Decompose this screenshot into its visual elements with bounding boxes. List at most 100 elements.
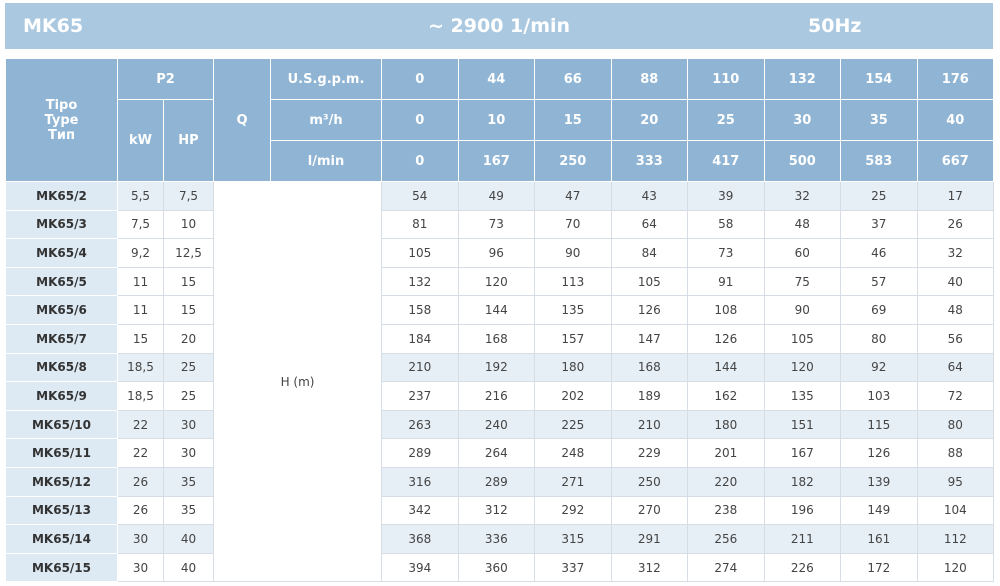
head-value: 274 [687,552,765,583]
pump-type: MK65/5 [5,266,118,297]
data-row: MK65/10 22 30 263 240 225 210 180 151 115 80 [5,409,995,440]
pump-type: MK65/8 [5,352,118,383]
power-hp: 15 [162,266,215,297]
head-value: 226 [763,552,842,583]
head-value: 360 [457,552,536,583]
flow-value: 0 [381,58,459,100]
head-value: 211 [763,524,842,554]
head-value: 180 [687,409,765,440]
head-value: 237 [381,381,459,411]
power-kw: 30 [117,524,164,554]
power-hp: 7,5 [162,181,215,211]
head-value: 256 [687,524,765,554]
flow-value: 20 [610,99,689,141]
head-value: 337 [534,552,612,583]
power-hp: 20 [162,323,215,354]
frequency: 50Hz [808,15,862,37]
head-value: 47 [534,181,612,211]
head-value: 225 [534,409,612,440]
power-hp: 30 [162,409,215,440]
head-value: 57 [840,266,918,297]
head-value: 270 [610,495,689,526]
head-value: 263 [381,409,459,440]
head-value: 64 [610,209,689,240]
model: MK65 [23,15,84,37]
head-value: 126 [610,295,689,325]
power-kw: 18,5 [117,381,164,411]
flow-value: 35 [840,99,918,141]
data-row: MK65/11 22 30 289 264 248 229 201 167 126 88 [5,438,995,468]
power-kw: 22 [117,409,164,440]
head-value: 54 [381,181,459,211]
head-value: 72 [916,381,995,411]
power-kw: 15 [117,323,164,354]
power-kw: 30 [117,552,164,583]
head-value: 43 [610,181,689,211]
head-value: 238 [687,495,765,526]
flow-value: 88 [610,58,689,100]
data-row: MK65/6 11 15 158 144 135 126 108 90 69 48 [5,295,995,325]
head-value: 202 [534,381,612,411]
head-value: 84 [610,238,689,268]
data-row: MK65/2 5,5 7,5 H (m) 54 49 47 43 39 32 25 17 [5,180,995,583]
performance-table: Tipo Type Тип P2 Q U.S.g.p.m. 0 44 66 88 110 132 154… [5,58,995,583]
head-value: 316 [381,466,459,497]
head-value: 26 [916,209,995,240]
flow-value: 40 [916,99,995,141]
head-value: 342 [381,495,459,526]
table-header: Tipo Type Тип P2 Q U.S.g.p.m. 0 44 66 88 110 132 154… [5,58,995,182]
head-value: 96 [457,238,536,268]
head-value: 39 [687,181,765,211]
power-hp: 30 [162,438,215,468]
head-value: 90 [534,238,612,268]
head-value: 75 [763,266,842,297]
power-hp: 25 [162,352,215,383]
head-value: 271 [534,466,612,497]
head-value: 315 [534,524,612,554]
flow-unit: l/min [270,140,383,182]
head-value: 105 [763,323,842,354]
flow-value: 250 [534,140,612,182]
head-value: 168 [457,323,536,354]
head-value: 167 [763,438,842,468]
head-value: 220 [687,466,765,497]
head-value: 80 [840,323,918,354]
power-kw: 9,2 [117,238,164,268]
power-hp: 10 [162,209,215,240]
flow-value: 500 [763,140,842,182]
flow-value: 583 [840,140,918,182]
kw-header: kW [117,99,164,182]
data-row: MK65/9 18,5 25 237 216 202 189 162 135 103 72 [5,381,995,411]
head-value: 291 [610,524,689,554]
head-value: 49 [457,181,536,211]
flow-value: 10 [457,99,536,141]
pump-type: MK65/6 [5,295,118,325]
head-value: 229 [610,438,689,468]
head-value: 196 [763,495,842,526]
power-hp: 25 [162,381,215,411]
head-value: 394 [381,552,459,583]
head-value: 151 [763,409,842,440]
flow-value: 154 [840,58,918,100]
head-value: 88 [916,438,995,468]
power-kw: 26 [117,466,164,497]
head-value: 120 [763,352,842,383]
pump-type: MK65/11 [5,438,118,468]
head-value: 64 [916,352,995,383]
head-value: 48 [916,295,995,325]
data-row: MK65/8 18,5 25 210 192 180 168 144 120 92 64 [5,352,995,383]
head-value: 312 [457,495,536,526]
table-body: MK65/2 5,5 7,5 H (m) 54 49 47 43 39 32 25 17 MK65/3 7… [5,180,995,583]
flow-value: 417 [687,140,765,182]
head-value: 40 [916,266,995,297]
power-hp: 35 [162,495,215,526]
head-value: 91 [687,266,765,297]
data-row: MK65/13 26 35 342 312 292 270 238 196 149 104 [5,495,995,526]
head-value: 58 [687,209,765,240]
flow-unit: U.S.g.p.m. [270,58,383,100]
flow-value: 66 [534,58,612,100]
banner: MK65 ~ 2900 1/min 50Hz [5,3,993,49]
type-label: Type [44,112,79,128]
power-hp: 40 [162,552,215,583]
head-value: 105 [381,238,459,268]
